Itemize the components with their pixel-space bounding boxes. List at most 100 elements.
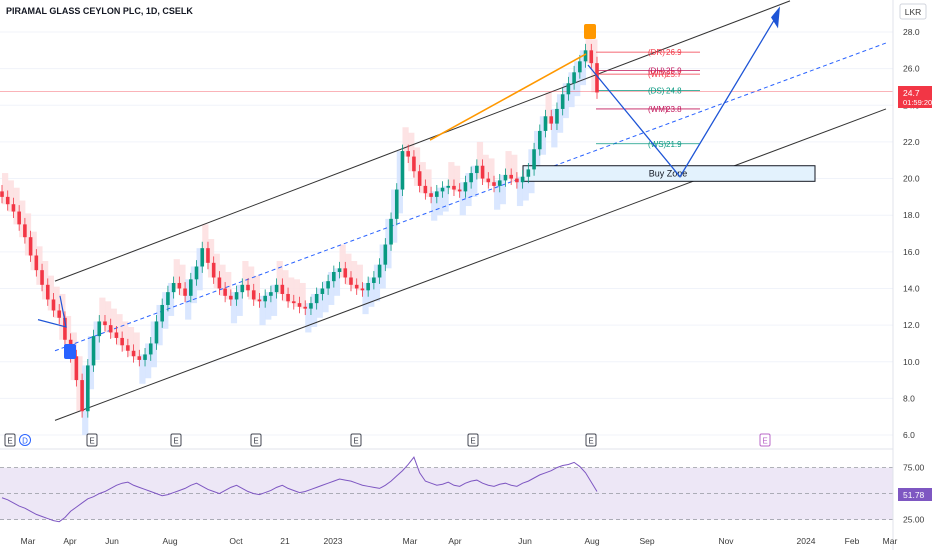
chart-title: PIRAMAL GLASS CEYLON PLC, 1D, CSELK xyxy=(6,6,193,16)
x-tick-label: Apr xyxy=(63,536,76,546)
cloud-segment xyxy=(99,297,106,326)
currency-badge[interactable]: LKR xyxy=(899,3,927,20)
level-value: 24.8 xyxy=(666,87,682,96)
candle-body xyxy=(595,63,599,93)
x-tick-label: 21 xyxy=(280,536,290,546)
level-value: 26.9 xyxy=(666,48,682,57)
candle-body xyxy=(435,191,439,197)
candle-body xyxy=(240,284,245,293)
cloud-segment xyxy=(453,165,461,192)
x-tick-label: Nov xyxy=(718,536,734,546)
candle-body xyxy=(131,350,136,357)
candle-body xyxy=(40,270,44,285)
candle-body xyxy=(263,295,267,302)
x-tick-label: Jun xyxy=(518,536,532,546)
cloud-segment xyxy=(167,282,175,316)
earnings-marker xyxy=(250,433,262,447)
candle-body xyxy=(486,178,491,183)
event-marker-label: E xyxy=(173,437,178,446)
cloud-segment xyxy=(574,61,581,97)
cloud-segment xyxy=(259,295,266,326)
cloud-segment xyxy=(293,279,300,307)
cloud-segment xyxy=(190,266,198,304)
x-tick-label: 2023 xyxy=(324,536,343,546)
cloud-segment xyxy=(339,244,346,278)
cloud-segment xyxy=(516,176,524,207)
cloud-segment xyxy=(276,261,283,294)
candle-body xyxy=(217,277,222,289)
candle-body xyxy=(297,303,302,307)
cloud-segment xyxy=(179,264,186,296)
cloud-segment xyxy=(59,293,66,340)
candle-body xyxy=(269,292,273,296)
candle-body xyxy=(360,288,365,291)
cloud-segment xyxy=(24,213,32,256)
candle-body xyxy=(126,345,130,351)
cloud-segment xyxy=(408,132,415,172)
cloud-segment xyxy=(568,72,575,108)
candle-body xyxy=(11,204,16,212)
candle-body xyxy=(463,182,468,192)
earnings-marker xyxy=(170,433,182,447)
level-value: 25.7 xyxy=(666,70,682,79)
candle-body xyxy=(211,262,216,278)
candle-body xyxy=(326,281,330,289)
candle-body xyxy=(23,224,27,238)
y-tick-label: 18.0 xyxy=(903,210,920,220)
cloud-segment xyxy=(150,321,157,368)
y-tick-label: 22.0 xyxy=(903,137,920,147)
cloud-segment xyxy=(127,326,135,357)
candle-body xyxy=(291,301,296,304)
candle-body xyxy=(394,189,399,219)
candle-body xyxy=(183,288,187,296)
cloud-segment xyxy=(316,288,323,318)
candle-body xyxy=(503,174,508,181)
cloud-segment xyxy=(328,271,335,305)
cloud-segment xyxy=(471,165,478,197)
level-lines: (DR) 26.9(DH) 25.9(WR) 25.7(DS) 24.8 (WM)23.8… xyxy=(596,48,700,149)
cloud-segment xyxy=(64,315,72,357)
cloud-segment xyxy=(591,39,598,93)
cloud-segment xyxy=(402,127,409,157)
cloud-segment xyxy=(122,321,129,351)
cloud-segment xyxy=(305,303,312,333)
candle-body xyxy=(440,187,445,192)
candle-body xyxy=(320,288,325,294)
candle-body xyxy=(137,356,142,360)
candle-body xyxy=(246,284,250,291)
cloud-segment xyxy=(13,187,20,225)
cloud-bands xyxy=(2,26,598,436)
cloud-segment xyxy=(333,268,341,296)
x-tick-label: Aug xyxy=(584,536,599,546)
candle-body xyxy=(532,149,536,170)
candle-body xyxy=(251,290,256,300)
candle-body xyxy=(0,191,4,197)
event-marker-label: E xyxy=(89,437,94,446)
cloud-segment xyxy=(202,224,209,263)
candle-body xyxy=(274,284,279,293)
cloud-segment xyxy=(162,292,169,329)
cloud-segment xyxy=(253,275,260,302)
cloud-segment xyxy=(139,354,146,384)
last-price-value: 24.7 xyxy=(903,88,920,98)
cloud-segment xyxy=(345,253,352,285)
candle-body xyxy=(86,365,90,412)
mid-channel-line xyxy=(54,42,887,352)
candle-body xyxy=(200,248,205,267)
cloud-segment xyxy=(310,293,318,327)
projection-path xyxy=(587,13,779,178)
x-tick-label: Mar xyxy=(403,536,418,546)
event-marker-label: E xyxy=(353,437,358,446)
candle-body xyxy=(366,282,370,291)
cloud-segment xyxy=(362,282,369,315)
candle-body xyxy=(583,50,588,62)
y-tick-label: 10.0 xyxy=(903,357,920,367)
cloud-segment xyxy=(511,154,518,183)
earnings-marker xyxy=(4,433,16,447)
candle-body xyxy=(497,180,502,186)
cloud-segment xyxy=(133,332,140,360)
buy-zone-box[interactable]: Buy Zone xyxy=(522,165,816,182)
rsi-tick-label: 75.00 xyxy=(903,463,925,473)
